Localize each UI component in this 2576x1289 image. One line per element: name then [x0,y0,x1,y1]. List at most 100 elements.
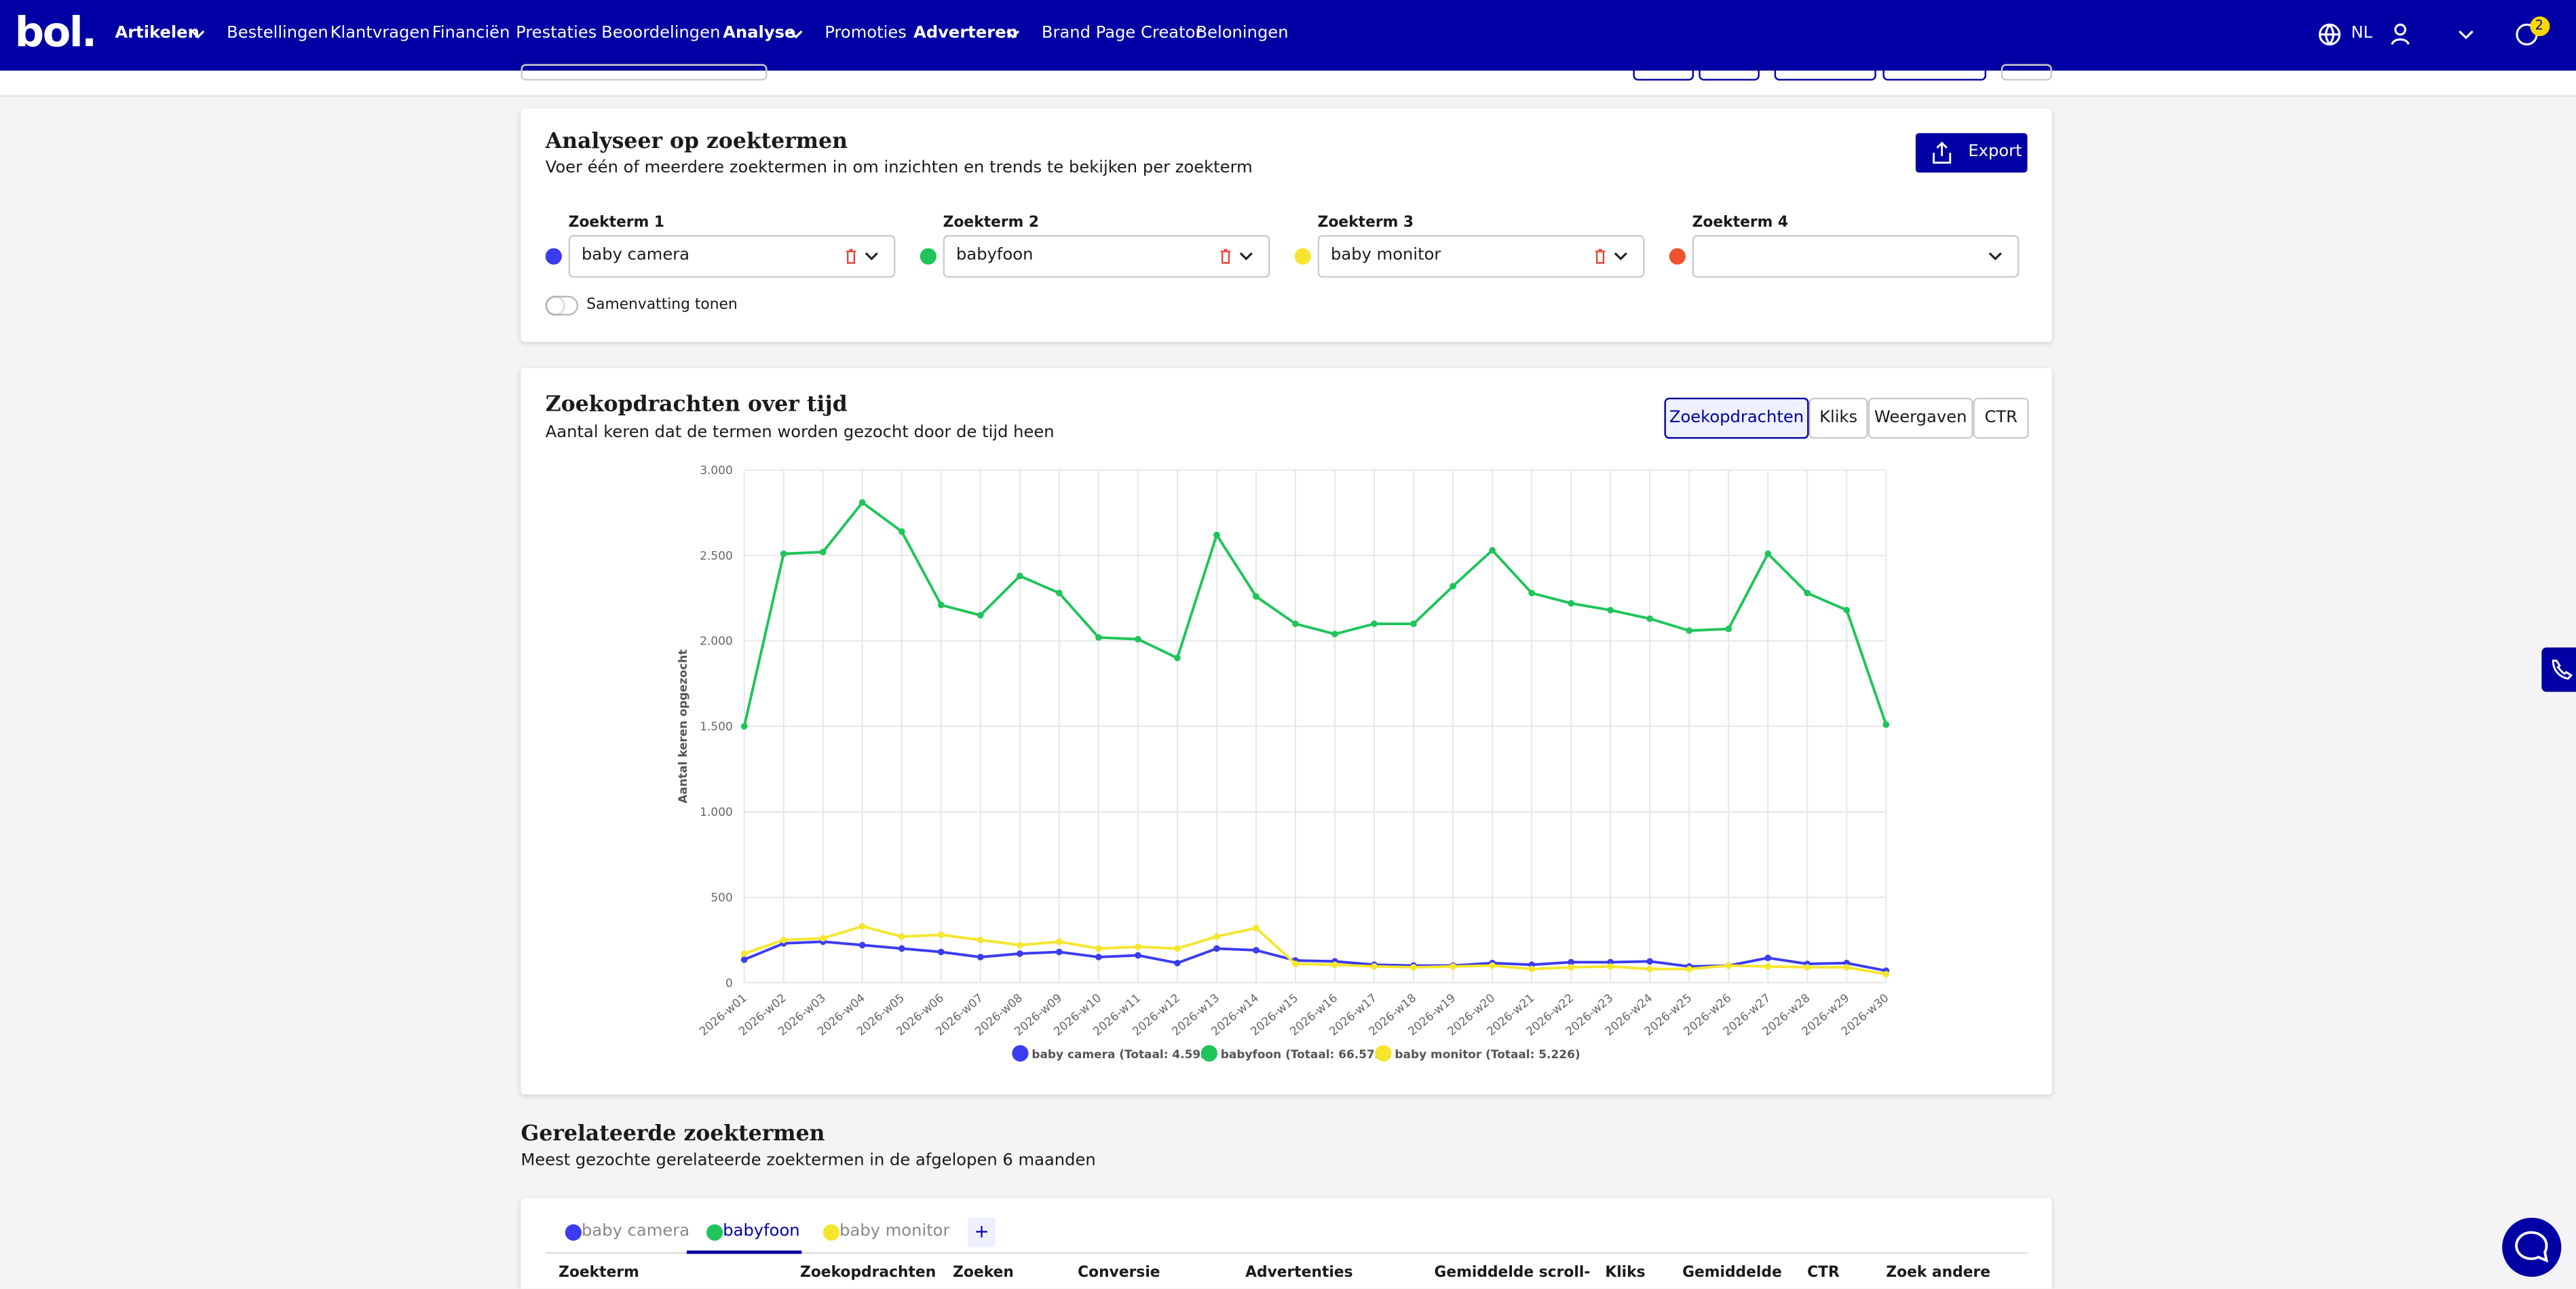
trash [1595,248,1606,264]
data-point [1568,964,1574,971]
term-dot [1294,248,1311,265]
data-point [1331,961,1338,969]
language[interactable]: NL [2351,24,2373,43]
term-field[interactable] [1692,235,2020,278]
chevron [865,252,878,261]
data-point [1410,620,1417,627]
nav-item[interactable]: Promoties [825,24,907,43]
related-tab[interactable]: babyfoon [723,1222,800,1241]
legend-label: baby monitor (Totaal: 5.226) [1395,1047,1580,1061]
data-point [1371,963,1378,970]
export-icon [1933,141,1952,164]
data-point [1764,963,1772,970]
data-point [977,612,984,619]
dropdown-icon [1988,252,2002,261]
toolbar-button[interactable] [1882,64,1986,81]
data-point [1410,964,1417,971]
metric-tab[interactable]: Kliks [1808,397,1868,439]
chevron [1988,252,2002,261]
nav-item[interactable]: Analyse [723,24,796,43]
data-point [977,936,984,944]
nav-item[interactable]: Klantvragen [330,24,430,43]
data-point [1843,964,1851,971]
nav-item[interactable]: Bestellingen [227,24,328,43]
toolbar-button[interactable] [1774,64,1876,81]
sub-toolbar [0,64,2576,97]
data-point [1174,959,1181,967]
chat-button[interactable] [2502,1217,2562,1277]
column-header: Advertenties [1245,1265,1353,1282]
badge: 2 [2535,18,2543,33]
tab-dot [822,1224,840,1241]
column-header: Gemiddelde [1682,1265,1782,1282]
data-point [1804,964,1811,971]
term-field[interactable]: baby camera [568,235,896,278]
toolbar-button[interactable] [2001,64,2052,81]
column-header: CTR [1807,1265,1840,1282]
phone-tab[interactable] [2541,647,2576,692]
data-point [1528,965,1535,973]
related-tab[interactable]: baby camera [582,1222,690,1241]
column-header: Conversie [1078,1265,1160,1282]
related-card: + baby camera babyfoon baby monitor Zoekter… [520,1197,2052,1289]
y-tick-label: 3.000 [700,463,733,477]
delete-icon[interactable] [1592,248,1608,265]
logo[interactable]: bol. [14,8,97,56]
term-dot [545,248,562,265]
data-point [1253,947,1259,954]
add-tab[interactable]: + [967,1217,996,1248]
data-point [1135,944,1141,950]
term-field[interactable]: babyfoon [943,235,1270,278]
nav-item[interactable]: Brand Page Creator [1041,24,1202,43]
toolbar-field[interactable] [520,64,768,81]
card-subtitle: Aantal keren dat de termen worden gezoch… [545,424,1055,443]
toggle-knob [547,297,564,314]
metric-tab[interactable]: Weergaven [1868,397,1973,439]
y-tick-label: 2.000 [700,634,733,648]
card-title: Zoekopdrachten over tijd [545,392,848,417]
data-point [1450,582,1456,590]
data-point [1843,607,1851,614]
data-point [937,931,945,939]
nav-item[interactable]: Beloningen [1196,24,1289,43]
metric-tab[interactable]: CTR [1973,397,2029,439]
data-point [740,950,748,957]
card-subtitle: Voer één of meerdere zoektermen in om in… [545,159,1253,178]
data-point [819,935,827,942]
export-label: Export [1968,143,2022,162]
y-tick-label: 0 [725,976,733,990]
export-button[interactable]: Export [1915,133,2028,173]
chart-card: Zoekopdrachten over tijd Aantal keren da… [520,368,2052,1095]
line-chart: Aantal keren opgezocht 0 500 1.000 1.500 2.0… [676,463,1891,1062]
legend-label: babyfoon (Totaal: 66.573) [1221,1047,1388,1061]
top-nav: bol. Artikelen Bestellingen Klantvragen … [0,0,2576,71]
data-point [1253,924,1259,932]
nav-item[interactable]: Adverteren [913,24,1018,43]
search-card: Analyseer op zoektermen Voer één of meer… [520,108,2052,342]
dropdown-icon [1614,252,1627,261]
related-tab[interactable]: baby monitor [839,1222,950,1241]
y-tick-label: 2.500 [700,548,733,562]
toolbar-button[interactable] [1633,64,1694,81]
delete-icon[interactable] [1217,248,1234,265]
y-tick-label: 1.500 [700,720,733,733]
nav-item[interactable]: Prestaties [516,24,597,43]
toolbar-button[interactable] [1699,64,1760,81]
data-point [1371,620,1378,627]
active-tab-underline [686,1250,802,1254]
nav-item[interactable]: Artikelen [115,24,200,43]
toggle-label: Samenvatting tonen [586,297,738,314]
toggle[interactable] [545,295,579,316]
nav-item[interactable]: Beoordelingen [601,24,721,43]
data-point [1646,965,1654,973]
data-point [1017,941,1023,949]
data-point [1174,945,1181,952]
data-point [780,550,787,557]
nav-item[interactable]: Financiën [432,24,510,43]
metric-tab[interactable]: Zoekopdrachten [1664,397,1809,439]
data-point [1686,627,1693,634]
delete-icon[interactable] [843,248,859,265]
data-point [1135,952,1141,959]
term-field[interactable]: baby monitor [1317,235,1645,278]
